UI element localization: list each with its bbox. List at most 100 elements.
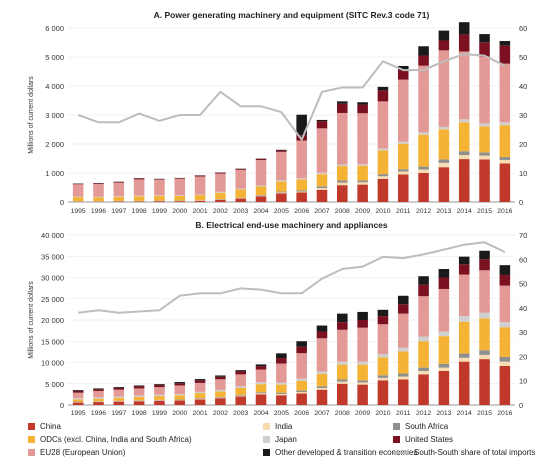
y-tick-label-b: 20 000 bbox=[41, 316, 64, 325]
bar-segment-b bbox=[133, 401, 145, 405]
bar-segment-a bbox=[337, 112, 348, 165]
x-tick-label-a: 2000 bbox=[172, 208, 187, 215]
y-tick-label-a: 4 000 bbox=[45, 82, 64, 91]
bar-segment-a bbox=[133, 195, 145, 197]
chart-title-b: B. Electrical end-use machinery and appl… bbox=[195, 220, 388, 230]
legend-swatch bbox=[393, 423, 400, 430]
bar-segment-b bbox=[357, 364, 368, 381]
bar-segment-b bbox=[296, 393, 307, 405]
x-tick-label-a: 1996 bbox=[91, 208, 106, 215]
bar-segment-b bbox=[194, 380, 206, 383]
bar-segment-a bbox=[397, 171, 409, 175]
bar-segment-b bbox=[215, 397, 226, 399]
bar-segment-b bbox=[113, 397, 125, 401]
bar-segment-a bbox=[72, 184, 84, 197]
bar-segment-b bbox=[194, 398, 206, 400]
bar-segment-a bbox=[296, 140, 307, 179]
bar-segment-b bbox=[316, 338, 328, 372]
bar-segment-a bbox=[479, 56, 490, 124]
x-tick-label-b: 2010 bbox=[375, 410, 390, 417]
bar-segment-a bbox=[194, 200, 206, 202]
y-tick-label-b: 25 000 bbox=[41, 295, 64, 304]
bar-segment-b bbox=[499, 365, 511, 405]
bar-segment-b bbox=[337, 329, 348, 362]
bar-segment-a bbox=[72, 197, 84, 202]
bar-segment-b bbox=[316, 388, 328, 390]
x-tick-label-b: 2009 bbox=[355, 410, 370, 417]
bar-segment-a bbox=[337, 180, 348, 183]
bar-segment-b bbox=[438, 367, 450, 371]
bar-segment-b bbox=[418, 336, 429, 342]
bar-segment-b bbox=[255, 393, 267, 395]
bar-segment-a bbox=[479, 159, 490, 202]
bar-segment-b bbox=[154, 394, 165, 397]
bar-segment-a bbox=[255, 185, 267, 187]
y-tick-label-a: 2 000 bbox=[45, 140, 64, 149]
bar-segment-a bbox=[215, 199, 226, 202]
bar-segment-b bbox=[499, 274, 511, 286]
bar-segment-b bbox=[316, 373, 328, 387]
x-tick-label-a: 2011 bbox=[396, 208, 411, 215]
bar-segment-a bbox=[357, 164, 368, 166]
bar-segment-a bbox=[397, 69, 409, 80]
bar-segment-b bbox=[316, 325, 328, 332]
bar-segment-b bbox=[337, 383, 348, 405]
bar-segment-b bbox=[154, 387, 165, 395]
x-tick-label-b: 2016 bbox=[497, 410, 512, 417]
bar-segment-b bbox=[377, 324, 389, 354]
bar-segment-a bbox=[113, 181, 125, 183]
bar-segment-b bbox=[377, 309, 389, 317]
bar-segment-b bbox=[357, 320, 368, 328]
bar-segment-b bbox=[133, 388, 145, 396]
bar-segment-a bbox=[316, 121, 328, 129]
bar-segment-a bbox=[458, 22, 470, 35]
y2-tick-label-a: 50 bbox=[519, 53, 527, 62]
legend-swatch bbox=[263, 423, 270, 430]
bar-segment-a bbox=[397, 174, 409, 202]
bar-segment-b bbox=[337, 313, 348, 323]
legend-item: South-South share of total imports bbox=[393, 448, 535, 457]
y2-tick-label-a: 30 bbox=[519, 111, 527, 120]
bar-segment-a bbox=[377, 90, 389, 102]
bar-segment-a bbox=[458, 119, 470, 123]
legend-swatch bbox=[28, 449, 35, 456]
bar-segment-b bbox=[174, 393, 186, 396]
bar-segment-a bbox=[113, 201, 125, 202]
bar-segment-b bbox=[296, 378, 307, 381]
bar-segment-b bbox=[93, 398, 104, 402]
bar-segment-b bbox=[458, 256, 470, 265]
bar-segment-b bbox=[479, 354, 490, 360]
legend-item: China bbox=[28, 422, 61, 431]
y-tick-label-a: 0 bbox=[60, 198, 64, 207]
legend-label: China bbox=[40, 422, 61, 431]
bar-segment-a bbox=[194, 175, 206, 177]
bar-segment-b bbox=[113, 396, 125, 398]
bar-segment-b bbox=[316, 371, 328, 374]
bar-segment-b bbox=[113, 387, 125, 388]
bar-segment-a bbox=[357, 180, 368, 183]
bar-segment-a bbox=[235, 198, 246, 202]
legend-item: Japan bbox=[263, 435, 297, 444]
x-tick-label-b: 1997 bbox=[111, 410, 126, 417]
bar-segment-b bbox=[255, 369, 267, 383]
bar-segment-a bbox=[377, 174, 389, 177]
bar-segment-a bbox=[458, 51, 470, 120]
bar-segment-b bbox=[255, 366, 267, 370]
bar-segment-a bbox=[235, 197, 246, 199]
bar-segment-b bbox=[133, 396, 145, 401]
bar-segment-b bbox=[194, 391, 206, 394]
bar-segment-a bbox=[93, 196, 104, 198]
bar-segment-b bbox=[418, 276, 429, 285]
y2-tick-label-b: 70 bbox=[519, 231, 527, 240]
bar-segment-a bbox=[377, 148, 389, 151]
y-axis-label-b: Millions of current dollars bbox=[28, 281, 35, 359]
bar-segment-b bbox=[479, 312, 490, 319]
x-tick-label-b: 2012 bbox=[416, 410, 431, 417]
legend-label: United States bbox=[405, 435, 454, 444]
bar-segment-b bbox=[215, 391, 226, 397]
legend-label: EU28 (European Union) bbox=[40, 448, 126, 457]
bar-segment-b bbox=[235, 396, 246, 405]
bar-segment-a bbox=[133, 201, 145, 202]
bar-segment-a bbox=[418, 55, 429, 66]
bar-segment-b bbox=[194, 379, 206, 381]
